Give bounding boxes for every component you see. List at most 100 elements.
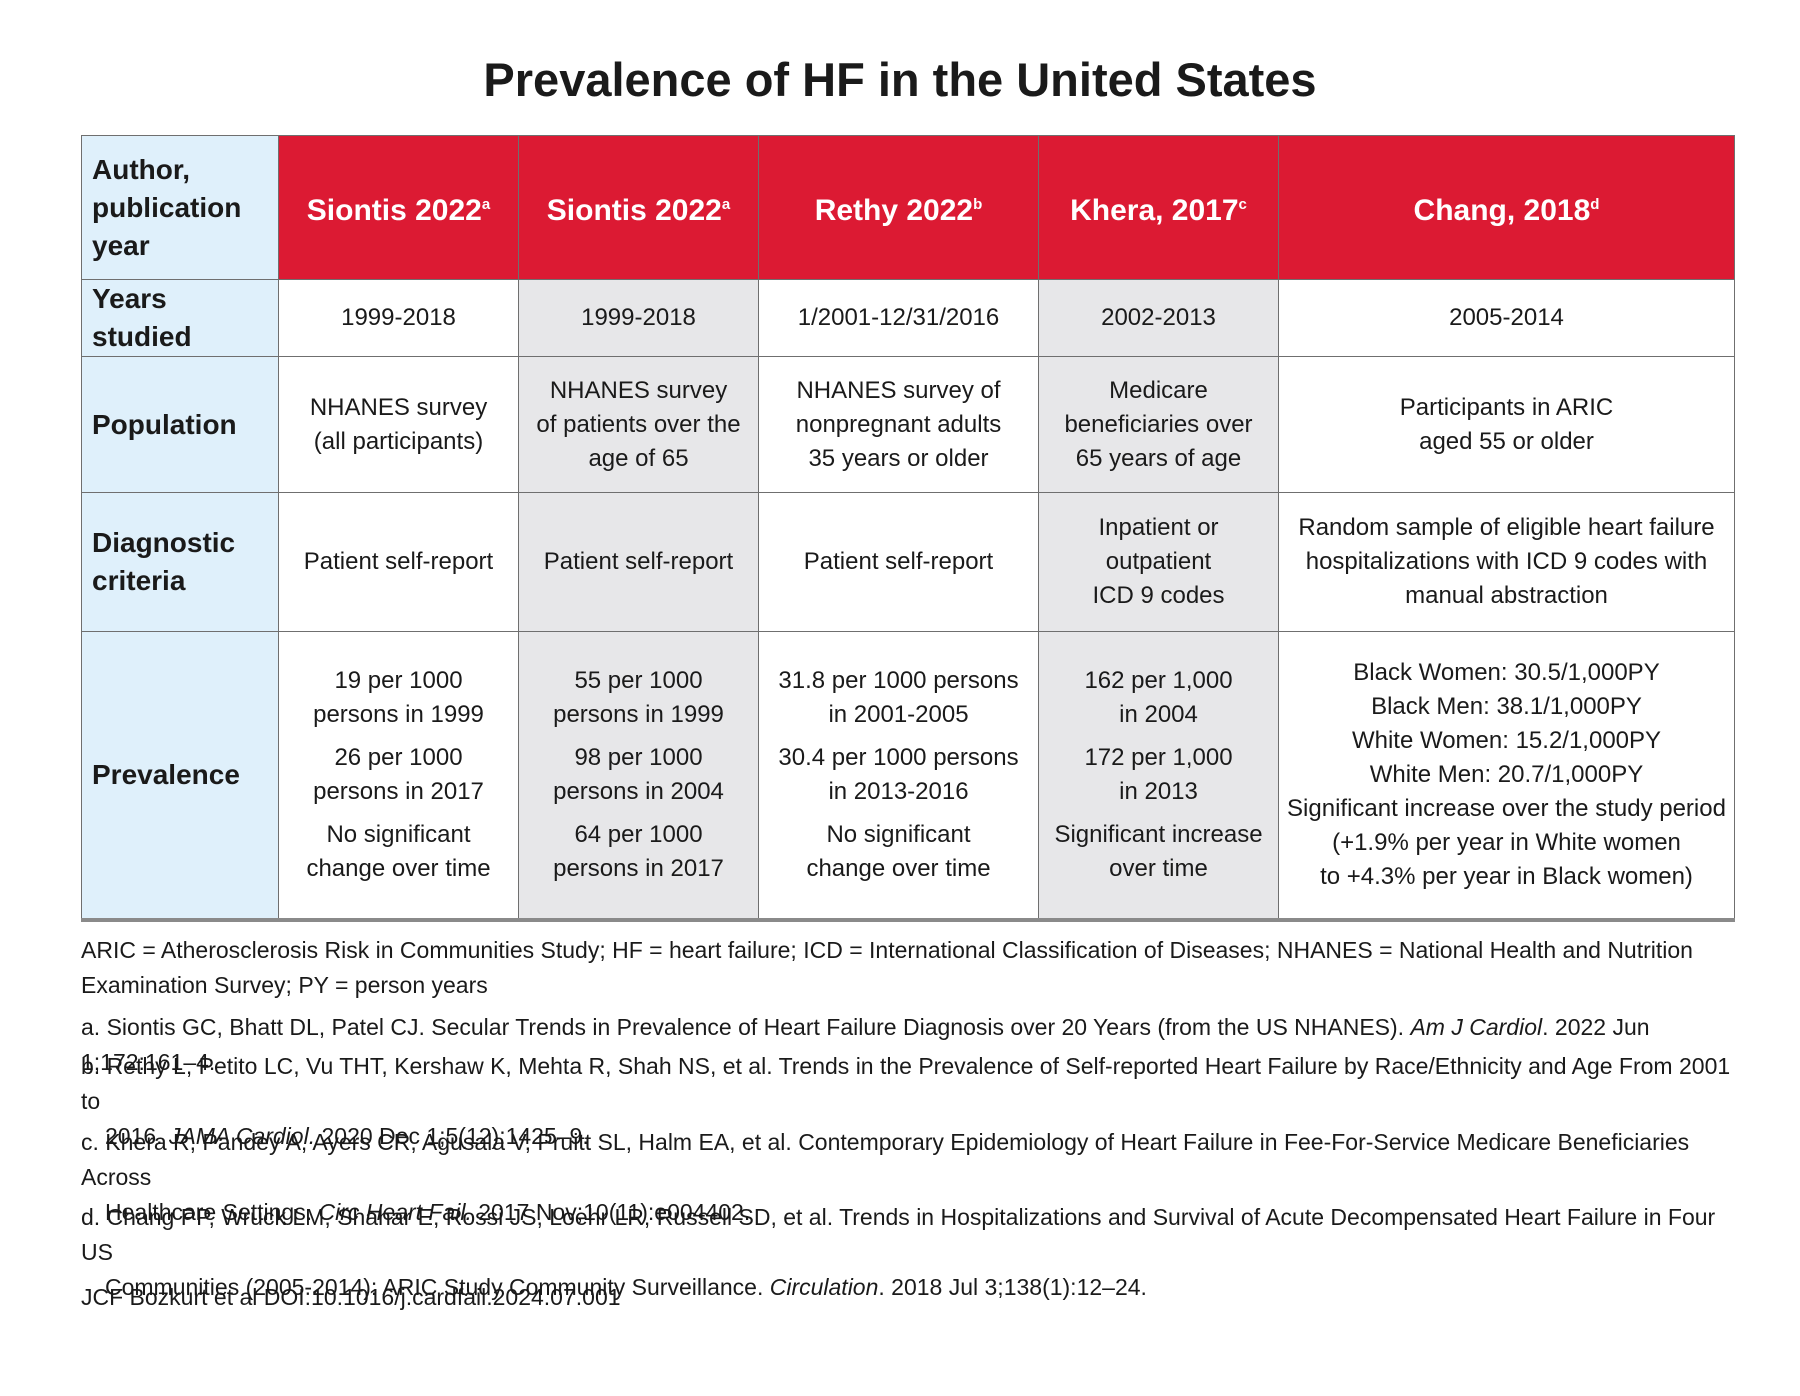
credit-line: JCF Bozkurt et al DOI:10.1016/j.cardfail… — [81, 1284, 621, 1310]
table-row: Prevalence 19 per 1000 persons in 1999 26 p… — [81, 631, 1735, 922]
table-cell: 1/2001-12/31/2016 — [758, 279, 1039, 357]
cell-line: persons in 2017 — [313, 777, 484, 805]
table-row: Years studied 1999-2018 1999-2018 1/2001-12… — [81, 279, 1735, 357]
cell-line: Medicare — [1109, 376, 1208, 404]
cell-line: 26 per 1000 — [334, 743, 463, 771]
row-header-line: Diagnostic — [92, 527, 236, 558]
cell-line: in 2001-2005 — [828, 700, 969, 728]
cell-line: Random sample of eligible heart failure — [1298, 514, 1715, 541]
footnote-a: a. Siontis GC, Bhatt DL, Patel CJ. Secul… — [81, 1014, 1650, 1075]
table-cell: Medicare beneficiaries over 65 years of ag… — [1038, 356, 1279, 493]
table-header-row: Author, publication year Siontis 2022a S… — [81, 135, 1735, 280]
table-cell: 2005-2014 — [1278, 279, 1735, 357]
cell-line: persons in 2004 — [553, 777, 724, 805]
cell-line: ICD 9 codes — [1092, 582, 1225, 609]
cell-line: beneficiaries over — [1064, 410, 1253, 438]
cell-line: aged 55 or older — [1419, 427, 1594, 455]
cell-line: NHANES survey — [549, 376, 728, 404]
cell-line: in 2013 — [1119, 777, 1198, 805]
table-cell: Patient self-report — [278, 492, 519, 632]
cell-line: Significant increase over the study peri… — [1287, 794, 1726, 822]
cell-line: in 2004 — [1119, 700, 1198, 728]
footnote-abbreviations: ARIC = Atherosclerosis Risk in Communiti… — [81, 937, 1693, 998]
column-header: Khera, 2017c — [1038, 135, 1279, 280]
table-row: Population NHANES survey (all participants… — [81, 356, 1735, 493]
cell-line: Significant increase — [1054, 820, 1263, 848]
table-cell: 31.8 per 1000 persons in 2001-2005 30.4 pe… — [758, 631, 1039, 922]
table-cell: 2002-2013 — [1038, 279, 1279, 357]
column-header: Siontis 2022a — [278, 135, 519, 280]
table-cell: Patient self-report — [518, 492, 759, 632]
cell-line: of patients over the — [536, 410, 741, 438]
cell-line: to +4.3% per year in Black women) — [1320, 862, 1693, 890]
table-cell: 55 per 1000 persons in 1999 98 per 1000 per… — [518, 631, 759, 922]
cell-line: hospitalizations with ICD 9 codes with — [1305, 548, 1708, 575]
cell-line: (all participants) — [313, 427, 484, 455]
table-cell: NHANES survey (all participants) — [278, 356, 519, 493]
cell-line: 64 per 1000 — [574, 820, 703, 848]
row-header-line: Population — [92, 408, 237, 440]
cell-line: 55 per 1000 — [574, 666, 703, 694]
corner-line: year — [92, 229, 150, 261]
column-header: Chang, 2018d — [1278, 135, 1735, 280]
row-header-line: Prevalence — [92, 758, 240, 790]
table-cell: NHANES survey of nonpregnant adults 35 yea… — [758, 356, 1039, 493]
footnote-d: d. Chang PP, Wruck LM, Shahar E, Rossi J… — [81, 1204, 1716, 1300]
cell-line: outpatient — [1105, 548, 1212, 575]
footnote-b: b. Rethy L, Petito LC, Vu THT, Kershaw K… — [81, 1053, 1731, 1149]
cell-line: age of 65 — [588, 444, 689, 472]
cell-line: Black Men: 38.1/1,000PY — [1371, 692, 1642, 720]
cell-line: Inpatient or — [1098, 514, 1219, 541]
cell-line: 35 years or older — [808, 444, 989, 472]
row-header: Population — [81, 356, 279, 493]
table-cell: 1999-2018 — [278, 279, 519, 357]
cell-line: manual abstraction — [1405, 582, 1608, 609]
cell-line: 30.4 per 1000 persons — [778, 743, 1019, 771]
cell-line: nonpregnant adults — [795, 410, 1002, 438]
cell-line: Black Women: 30.5/1,000PY — [1353, 658, 1660, 686]
cell-line: over time — [1109, 854, 1208, 882]
corner-line: publication — [92, 191, 242, 223]
table-cell: 19 per 1000 persons in 1999 26 per 1000 per… — [278, 631, 519, 922]
prevalence-table: Author, publication year Siontis 2022a S… — [81, 135, 1735, 922]
corner-header: Author, publication year — [81, 135, 279, 280]
cell-line: persons in 2017 — [553, 854, 724, 882]
page-title: Prevalence of HF in the United States — [483, 53, 1317, 106]
row-header-line: Years studied — [92, 283, 192, 352]
cell-line: 2005-2014 — [1449, 304, 1564, 331]
column-header: Rethy 2022b — [758, 135, 1039, 280]
table-cell: Patient self-report — [758, 492, 1039, 632]
cell-line: Patient self-report — [803, 548, 994, 575]
row-header: Years studied — [81, 279, 279, 357]
row-header: Diagnostic criteria — [81, 492, 279, 632]
table-cell: Black Women: 30.5/1,000PY Black Men: 38.1… — [1278, 631, 1735, 922]
cell-line: 31.8 per 1000 persons — [778, 666, 1019, 694]
table-cell: Random sample of eligible heart failure h… — [1278, 492, 1735, 632]
cell-line: NHANES survey — [309, 393, 488, 421]
table-cell: Participants in ARIC aged 55 or older — [1278, 356, 1735, 493]
cell-line: White Men: 20.7/1,000PY — [1369, 760, 1644, 788]
cell-line: in 2013-2016 — [828, 777, 969, 805]
table-row: Diagnostic criteria Patient self-report Pat… — [81, 492, 1735, 632]
cell-line: Patient self-report — [543, 548, 734, 575]
table-cell: 162 per 1,000 in 2004 172 per 1,000 in 2013… — [1038, 631, 1279, 922]
cell-line: persons in 1999 — [553, 700, 724, 728]
cell-line: 172 per 1,000 — [1084, 743, 1233, 771]
row-header-line: criteria — [92, 565, 186, 596]
footnote-c: c. Khera R, Pandey A, Ayers CR, Agusala … — [81, 1129, 1690, 1225]
cell-line: 19 per 1000 — [334, 666, 463, 694]
cell-line: 2002-2013 — [1101, 304, 1216, 331]
cell-line: 162 per 1,000 — [1084, 666, 1233, 694]
row-header: Prevalence — [81, 631, 279, 922]
column-header: Siontis 2022a — [518, 135, 759, 280]
cell-line: 1999-2018 — [581, 304, 696, 331]
cell-line: 1/2001-12/31/2016 — [797, 304, 1000, 331]
table-cell: 1999-2018 — [518, 279, 759, 357]
cell-line: Patient self-report — [303, 548, 494, 575]
cell-line: White Women: 15.2/1,000PY — [1351, 726, 1662, 754]
cell-line: change over time — [306, 854, 491, 882]
cell-line: change over time — [806, 854, 991, 882]
cell-line: Participants in ARIC — [1399, 393, 1614, 421]
cell-line: No significant — [826, 820, 971, 848]
cell-line: 65 years of age — [1075, 444, 1242, 472]
